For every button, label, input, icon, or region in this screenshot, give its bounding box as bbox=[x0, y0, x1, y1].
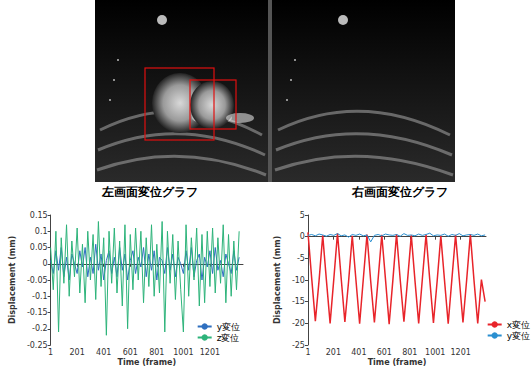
svg-text:1001: 1001 bbox=[173, 348, 193, 357]
svg-text:-0.15: -0.15 bbox=[27, 308, 48, 317]
svg-text:-0.1: -0.1 bbox=[32, 292, 48, 301]
svg-text:401: 401 bbox=[96, 348, 111, 357]
svg-text:801: 801 bbox=[402, 348, 417, 357]
svg-text:1: 1 bbox=[305, 348, 310, 357]
svg-text:0.05: 0.05 bbox=[30, 243, 48, 252]
svg-text:201: 201 bbox=[70, 348, 85, 357]
svg-text:0.15: 0.15 bbox=[30, 211, 48, 220]
svg-text:-15: -15 bbox=[292, 297, 305, 306]
svg-text:-5: -5 bbox=[297, 254, 305, 263]
svg-text:601: 601 bbox=[377, 348, 392, 357]
svg-text:-25: -25 bbox=[292, 341, 305, 350]
svg-text:0: 0 bbox=[43, 259, 48, 268]
svg-text:1201: 1201 bbox=[450, 348, 470, 357]
svg-text:Time (frame): Time (frame) bbox=[368, 358, 427, 367]
svg-text:0: 0 bbox=[300, 232, 305, 241]
svg-text:z変位: z変位 bbox=[217, 333, 240, 343]
svg-text:-10: -10 bbox=[292, 276, 305, 285]
svg-text:y変位: y変位 bbox=[507, 331, 530, 341]
svg-text:201: 201 bbox=[326, 348, 341, 357]
svg-text:1001: 1001 bbox=[425, 348, 445, 357]
svg-text:601: 601 bbox=[123, 348, 138, 357]
svg-text:-0.2: -0.2 bbox=[32, 324, 48, 333]
svg-text:1: 1 bbox=[48, 348, 53, 357]
svg-text:Time (frame): Time (frame) bbox=[117, 358, 176, 367]
svg-text:401: 401 bbox=[351, 348, 366, 357]
svg-text:5: 5 bbox=[300, 211, 305, 220]
svg-text:1201: 1201 bbox=[200, 348, 220, 357]
svg-text:y変位: y変位 bbox=[217, 322, 240, 332]
svg-text:801: 801 bbox=[149, 348, 164, 357]
svg-text:-0.25: -0.25 bbox=[27, 341, 48, 350]
svg-text:Displacement (mm): Displacement (mm) bbox=[273, 236, 282, 324]
svg-text:左画面変位グラフ: 左画面変位グラフ bbox=[101, 185, 198, 199]
svg-text:Displacement (mm): Displacement (mm) bbox=[8, 236, 17, 324]
svg-text:-20: -20 bbox=[292, 319, 305, 328]
svg-text:-0.05: -0.05 bbox=[27, 276, 48, 285]
svg-text:右画面変位グラフ: 右画面変位グラフ bbox=[351, 185, 448, 199]
svg-text:x変位: x変位 bbox=[507, 320, 530, 330]
svg-text:0.1: 0.1 bbox=[35, 227, 48, 236]
